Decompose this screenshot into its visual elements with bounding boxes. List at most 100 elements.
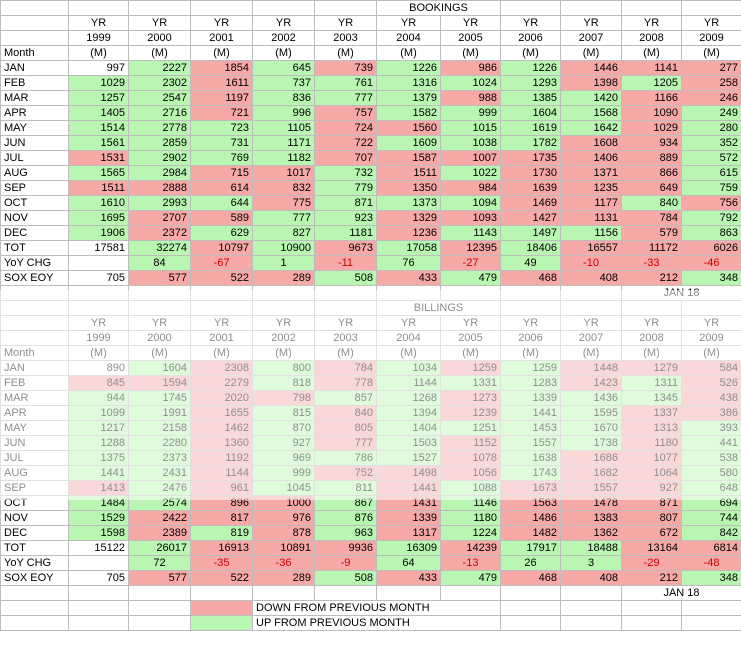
month-label-cell[interactable]: OCT [0,195,69,211]
value-cell[interactable]: 1478 [560,495,622,511]
blank-cell[interactable] [500,615,561,631]
value-cell[interactable]: 2389 [128,525,191,541]
yoy-value-cell[interactable]: 49 [500,255,561,271]
value-cell[interactable]: 1181 [314,225,377,241]
yoy-value-cell[interactable]: -35 [190,555,253,571]
value-cell[interactable]: 923 [314,210,377,226]
value-cell[interactable]: 1604 [128,360,191,376]
value-cell[interactable]: 842 [681,525,741,541]
value-cell[interactable]: 1099 [68,405,129,421]
value-cell[interactable]: 1313 [621,420,682,436]
units-header-cell[interactable]: (M) [128,45,191,61]
value-cell[interactable]: 969 [252,450,315,466]
value-cell[interactable]: 352 [681,135,741,151]
value-cell[interactable]: 840 [314,405,377,421]
value-cell[interactable]: 1000 [252,495,315,511]
blank-cell[interactable] [314,300,377,316]
tot-value-cell[interactable]: 26017 [128,540,191,556]
yr-header-cell[interactable]: YR [128,15,191,31]
sox-value-cell[interactable]: 468 [500,270,561,286]
value-cell[interactable]: 1144 [190,465,253,481]
yoy-value-cell[interactable]: -13 [440,555,501,571]
value-cell[interactable]: 1056 [440,465,501,481]
value-cell[interactable]: 840 [621,195,682,211]
units-header-cell[interactable]: (M) [314,345,377,361]
sox-label-cell[interactable]: SOX EOY [0,270,69,286]
value-cell[interactable]: 277 [681,60,741,76]
value-cell[interactable]: 1288 [68,435,129,451]
blank-cell[interactable] [128,0,191,16]
blank-cell[interactable] [500,585,561,601]
value-cell[interactable]: 759 [681,180,741,196]
blank-cell[interactable] [681,600,741,616]
value-cell[interactable]: 1236 [376,225,441,241]
value-cell[interactable]: 2547 [128,90,191,106]
blank-cell[interactable] [376,585,441,601]
value-cell[interactable]: 1273 [440,390,501,406]
value-cell[interactable]: 1166 [621,90,682,106]
year-header-cell[interactable]: 2001 [190,30,253,46]
tot-label-cell[interactable]: TOT [0,240,69,256]
tot-value-cell[interactable]: 14239 [440,540,501,556]
value-cell[interactable]: 1268 [376,390,441,406]
units-header-cell[interactable]: (M) [68,345,129,361]
sox-value-cell[interactable]: 522 [190,270,253,286]
value-cell[interactable]: 1045 [252,480,315,496]
value-cell[interactable]: 1511 [68,180,129,196]
value-cell[interactable]: 889 [621,150,682,166]
value-cell[interactable]: 2158 [128,420,191,436]
units-header-cell[interactable]: (M) [376,45,441,61]
value-cell[interactable]: 997 [68,60,129,76]
value-cell[interactable]: 1093 [440,210,501,226]
yoy-value-cell[interactable]: -29 [621,555,682,571]
blank-cell[interactable] [128,615,191,631]
blank-cell[interactable] [0,300,69,316]
month-label-cell[interactable]: FEB [0,75,69,91]
year-header-cell[interactable]: 2008 [621,330,682,346]
value-cell[interactable]: 721 [190,105,253,121]
value-cell[interactable]: 777 [314,435,377,451]
year-header-cell[interactable]: 2000 [128,330,191,346]
value-cell[interactable]: 1094 [440,195,501,211]
blank-cell[interactable] [0,585,69,601]
value-cell[interactable]: 775 [252,195,315,211]
month-label-cell[interactable]: MAY [0,420,69,436]
month-label-cell[interactable]: DEC [0,525,69,541]
yr-header-cell[interactable]: YR [681,15,741,31]
value-cell[interactable]: 2431 [128,465,191,481]
value-cell[interactable]: 2993 [128,195,191,211]
value-cell[interactable]: 1283 [500,375,561,391]
blank-cell[interactable] [560,0,622,16]
month-label-cell[interactable]: NOV [0,510,69,526]
value-cell[interactable]: 1484 [68,495,129,511]
value-cell[interactable]: 1371 [560,165,622,181]
value-cell[interactable]: 1217 [68,420,129,436]
value-cell[interactable]: 1406 [560,150,622,166]
value-cell[interactable]: 1339 [500,390,561,406]
yoy-value-cell[interactable]: 1 [252,255,315,271]
blank-cell[interactable] [621,615,682,631]
value-cell[interactable]: 757 [314,105,377,121]
blank-cell[interactable] [560,615,622,631]
sox-value-cell[interactable]: 508 [314,570,377,586]
blank-cell[interactable] [500,300,561,316]
value-cell[interactable]: 2984 [128,165,191,181]
value-cell[interactable]: 778 [314,375,377,391]
value-cell[interactable]: 648 [681,480,741,496]
value-cell[interactable]: 2902 [128,150,191,166]
value-cell[interactable]: 867 [314,495,377,511]
value-cell[interactable]: 871 [621,495,682,511]
value-cell[interactable]: 1205 [621,75,682,91]
sox-value-cell[interactable]: 289 [252,570,315,586]
blank-cell[interactable] [314,585,377,601]
value-cell[interactable]: 1239 [440,405,501,421]
year-header-cell[interactable]: 2002 [252,30,315,46]
value-cell[interactable]: 752 [314,465,377,481]
value-cell[interactable]: 1743 [500,465,561,481]
yr-header-cell[interactable]: YR [128,315,191,331]
blank-cell[interactable] [440,285,501,301]
year-header-cell[interactable]: 1999 [68,30,129,46]
value-cell[interactable]: 246 [681,90,741,106]
value-cell[interactable]: 986 [440,60,501,76]
blank-cell[interactable] [252,585,315,601]
